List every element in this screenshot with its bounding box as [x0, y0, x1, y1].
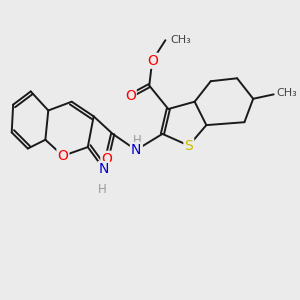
Text: CH₃: CH₃	[277, 88, 297, 98]
Text: H: H	[133, 134, 142, 147]
Text: N: N	[131, 143, 141, 157]
Text: CH₃: CH₃	[171, 35, 191, 45]
Text: O: O	[101, 152, 112, 166]
Text: O: O	[58, 149, 68, 163]
Text: O: O	[147, 54, 158, 68]
Text: O: O	[125, 89, 136, 103]
Text: N: N	[99, 162, 109, 176]
Text: S: S	[184, 139, 193, 153]
Text: H: H	[98, 183, 107, 196]
